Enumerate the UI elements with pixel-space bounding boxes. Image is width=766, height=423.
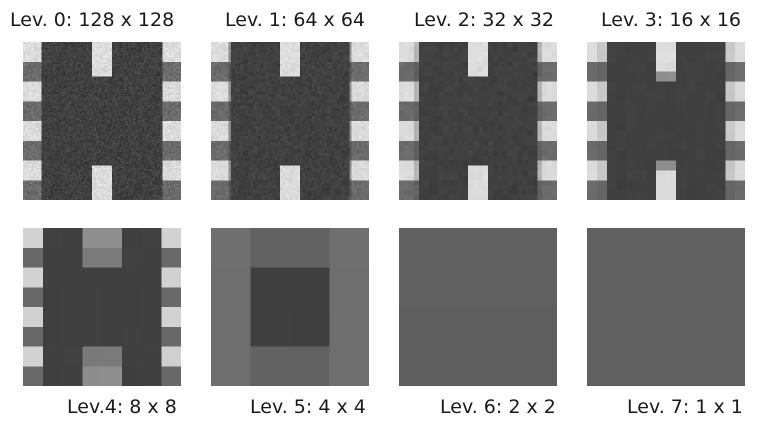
mipmap-level-3-image [587, 42, 745, 200]
tile-label-level-7: Lev. 7: 1 x 1 [627, 397, 743, 417]
mipmap-tile-level-5 [211, 228, 369, 386]
mipmap-level-7-image [587, 228, 745, 386]
tile-label-level-5: Lev. 5: 4 x 4 [250, 397, 366, 417]
mipmap-tile-level-7 [587, 228, 745, 386]
tile-label-level-3: Lev. 3: 16 x 16 [601, 10, 741, 30]
mipmap-tile-level-4 [23, 228, 181, 386]
mipmap-tile-level-6 [399, 228, 557, 386]
tile-label-level-4: Lev.4: 8 x 8 [67, 397, 177, 417]
mipmap-level-2-image [399, 42, 557, 200]
mipmap-level-1-image [211, 42, 369, 200]
mipmap-tile-level-2 [399, 42, 557, 200]
mipmap-level-6-image [399, 228, 557, 386]
tile-label-level-2: Lev. 2: 32 x 32 [414, 10, 554, 30]
mipmap-level-4-image [23, 228, 181, 386]
mipmap-tile-level-3 [587, 42, 745, 200]
mipmap-tile-level-1 [211, 42, 369, 200]
mipmap-level-0-image [23, 42, 181, 200]
tile-label-level-1: Lev. 1: 64 x 64 [225, 10, 365, 30]
mipmap-level-5-image [211, 228, 369, 386]
mipmap-tile-level-0 [23, 42, 181, 200]
tile-label-level-0: Lev. 0: 128 x 128 [10, 10, 174, 30]
tile-label-level-6: Lev. 6: 2 x 2 [440, 397, 556, 417]
